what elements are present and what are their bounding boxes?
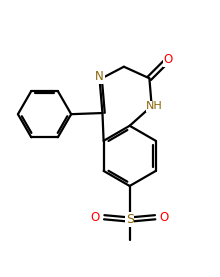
Text: O: O xyxy=(159,211,169,224)
Text: S: S xyxy=(126,213,134,226)
Text: O: O xyxy=(91,211,100,224)
Text: O: O xyxy=(163,53,172,66)
Text: N: N xyxy=(95,70,104,83)
Text: NH: NH xyxy=(146,101,163,111)
